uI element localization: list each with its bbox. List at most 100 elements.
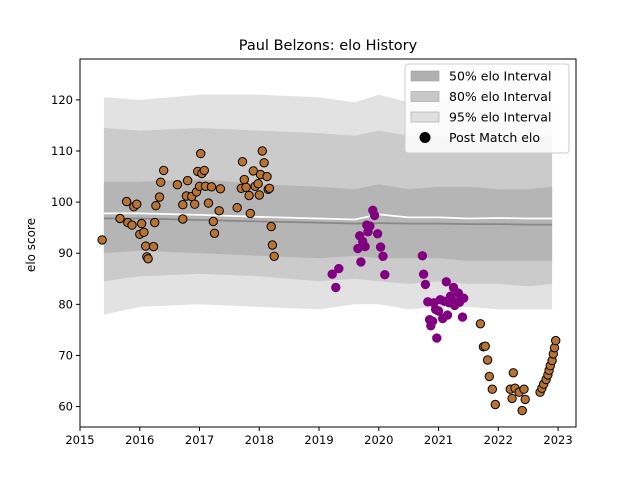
- post-match-elo-point: [433, 306, 444, 316]
- x-tick-label: 2018: [245, 433, 274, 447]
- legend-box: [404, 63, 570, 154]
- post-match-elo-point: [432, 333, 442, 343]
- post-match-elo-point: [487, 384, 497, 394]
- post-match-elo-point: [269, 251, 279, 261]
- post-match-elo-point: [190, 199, 200, 209]
- axes: 2015 2016 2017 2018 2019 2020 2021 2022 2023 60 70…: [51, 58, 577, 447]
- post-match-elo-point: [115, 213, 125, 224]
- legend-label: 50% elo Interval: [449, 69, 551, 84]
- post-match-elo-point: [418, 269, 429, 279]
- x-tick-label: 2022: [484, 433, 513, 447]
- post-match-elo-point: [427, 316, 438, 326]
- post-match-elo-point: [257, 146, 267, 156]
- post-match-elo-point: [151, 201, 161, 211]
- x-tick-label: 2023: [543, 433, 572, 447]
- post-match-elo-point: [475, 319, 486, 329]
- post-match-elo-point: [369, 210, 380, 221]
- post-match-elo-point: [245, 208, 256, 219]
- legend-swatch: [410, 111, 440, 123]
- post-match-elo-point: [214, 206, 224, 216]
- post-match-elo-point: [208, 216, 219, 227]
- legend-label: 80% elo Interval: [449, 89, 551, 104]
- post-match-elo-point: [244, 190, 254, 201]
- post-match-elo-point: [178, 214, 188, 224]
- post-match-elo-point: [264, 183, 275, 194]
- y-tick-label: 110: [51, 144, 73, 158]
- post-match-elo-point: [241, 182, 251, 193]
- post-match-elo-point: [267, 240, 278, 250]
- post-match-elo-point: [143, 254, 153, 264]
- post-match-elo-point: [327, 269, 337, 279]
- post-match-elo-point: [150, 217, 160, 228]
- legend-label: Post Match elo: [449, 130, 540, 145]
- post-match-elo-point: [372, 229, 383, 239]
- post-match-elo-point: [459, 293, 469, 303]
- post-match-elo-point: [365, 221, 375, 231]
- post-match-elo-point: [239, 174, 250, 185]
- y-tick-label: 80: [58, 297, 73, 311]
- post-match-elo-point: [551, 335, 561, 346]
- x-tick-label: 2020: [364, 433, 393, 447]
- post-match-elo-point: [262, 171, 272, 182]
- legend-swatch: [410, 70, 440, 82]
- post-match-elo-point: [232, 203, 242, 213]
- post-match-elo-point: [356, 257, 366, 267]
- post-match-elo-point: [378, 251, 388, 261]
- post-match-elo-point: [132, 199, 142, 209]
- band-50-interval: [103, 179, 553, 261]
- x-tick-label: 2015: [65, 433, 94, 447]
- post-match-elo-point: [331, 282, 341, 293]
- post-match-elo-point: [182, 175, 193, 186]
- post-match-elo-point: [520, 394, 530, 405]
- post-match-elo-point: [420, 279, 431, 290]
- post-match-elo-point: [127, 220, 137, 230]
- post-match-elo-point: [199, 165, 210, 176]
- post-match-elo-point: [253, 179, 263, 189]
- post-match-elo-point: [209, 228, 220, 239]
- post-match-elo-point: [206, 182, 217, 192]
- legend: 50% elo Interval 80% elo Interval 95% elo …: [404, 63, 570, 154]
- x-tick-label: 2017: [185, 433, 214, 447]
- x-tick-label: 2021: [424, 433, 453, 447]
- post-match-elo-point: [484, 371, 494, 382]
- axes-frame: [79, 58, 577, 428]
- y-tick-label: 120: [51, 93, 73, 107]
- post-match-elo-point: [159, 165, 169, 176]
- post-match-elo-point: [441, 277, 451, 287]
- post-match-elo-point: [442, 310, 453, 320]
- post-match-elo-point: [360, 241, 370, 252]
- post-match-elo-point: [334, 263, 344, 274]
- post-match-elo-point: [266, 221, 276, 232]
- post-match-elo-point: [480, 341, 490, 351]
- post-match-elo-point: [508, 368, 518, 378]
- post-match-elo-point: [490, 399, 500, 410]
- post-match-elo-point: [519, 384, 529, 394]
- y-tick-label: 100: [51, 195, 73, 209]
- x-tick-label: 2016: [125, 433, 154, 447]
- post-match-elo-point: [517, 405, 527, 416]
- mean-elo-line: [103, 217, 553, 226]
- post-match-elo-point: [196, 148, 206, 159]
- post-match-elo-point: [457, 312, 468, 322]
- post-match-elo-point: [154, 192, 165, 202]
- post-match-elo-point: [482, 355, 493, 365]
- post-match-elo-point: [139, 227, 149, 238]
- x-tick-label: 2019: [304, 433, 333, 447]
- post-match-elo-point: [417, 251, 428, 261]
- post-match-elo-point: [380, 270, 390, 280]
- post-match-elo-point: [259, 158, 269, 168]
- y-tick-label: 60: [58, 400, 73, 414]
- y-tick-label: 70: [58, 348, 73, 362]
- legend-swatch: [410, 91, 440, 102]
- y-tick-label: 90: [58, 246, 73, 260]
- post-match-elo-point: [97, 235, 107, 245]
- post-match-elo-point: [507, 393, 517, 404]
- post-match-elo-point: [178, 200, 188, 210]
- post-match-elo-point: [121, 196, 132, 207]
- legend-marker: [419, 132, 431, 143]
- post-match-elo-point: [148, 241, 159, 252]
- post-match-elo-point: [237, 157, 248, 167]
- chart-title: Paul Belzons: elo History: [239, 38, 418, 54]
- post-match-elo-point: [375, 242, 386, 252]
